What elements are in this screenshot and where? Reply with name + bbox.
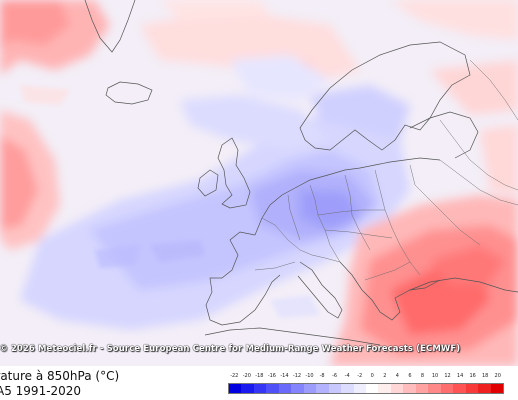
legend-swatch (316, 384, 329, 393)
legend-swatch (303, 384, 317, 393)
legend-swatch (440, 384, 454, 393)
source-credit-text: t © 2026 Meteociel.fr - Source European … (0, 344, 461, 354)
legend-tick: 14 (456, 373, 464, 379)
legend-tick: 20 (494, 373, 501, 379)
legend-tick-labels: -22 -20 -18 -16 -14 -12 -10 -8 -6 -4 -2 0 2 4 6 8 10 12 14… (228, 373, 504, 381)
legend-tick: 8 (420, 373, 425, 379)
legend-tick: 4 (395, 373, 399, 379)
legend-swatch (278, 384, 292, 393)
legend-swatch (341, 384, 354, 393)
anomaly-field (0, 0, 518, 366)
coastlines (84, 0, 518, 346)
map-subtitle: A5 1991-2020 (0, 384, 82, 398)
legend-swatch (241, 384, 254, 393)
legend-swatch (266, 384, 279, 393)
legend-swatch (253, 384, 267, 393)
legend-tick: 10 (431, 373, 439, 379)
legend-tick: -14 (280, 373, 289, 379)
legend-swatch (465, 384, 479, 393)
legend-swatch (353, 384, 366, 393)
legend-tick: 6 (408, 373, 412, 379)
legend-tick: -8 (319, 373, 325, 379)
legend-swatch (403, 384, 416, 393)
legend-tick: -16 (267, 373, 276, 379)
country-borders (254, 59, 518, 281)
legend-tick: -12 (292, 373, 302, 379)
color-legend: -22 -20 -18 -16 -14 -12 -10 -8 -6 -4 -2 0 2 4 6 8 10 12 14… (228, 366, 504, 400)
legend-tick: -20 (242, 373, 251, 379)
legend-swatch (291, 384, 304, 393)
legend-tick: -18 (255, 373, 264, 379)
legend-swatch (365, 384, 379, 393)
legend-tick: -4 (344, 373, 350, 379)
legend-swatch (415, 384, 429, 393)
legend-tick: -10 (305, 373, 314, 379)
legend-swatch (229, 384, 242, 393)
legend-tick: 18 (481, 373, 489, 379)
legend-color-bar (228, 383, 504, 394)
map-title: erature à 850hPa (°C) (0, 369, 120, 383)
legend-tick: -6 (332, 373, 338, 379)
legend-swatch (390, 384, 404, 393)
legend-tick: -22 (230, 373, 239, 379)
anomaly-detail (20, 85, 320, 318)
legend-tick: 16 (469, 373, 476, 379)
legend-swatch (428, 384, 441, 393)
legend-tick: 2 (383, 373, 387, 379)
source-credit: t © 2026 Meteociel.fr - Source European … (0, 343, 518, 357)
legend-tick: 0 (370, 373, 374, 379)
legend-swatch (478, 384, 491, 393)
legend-tick: -2 (357, 373, 363, 379)
legend-swatch (378, 384, 391, 393)
map-canvas (0, 0, 518, 366)
legend-swatch (490, 384, 503, 393)
legend-swatch (328, 384, 342, 393)
legend-tick: 12 (444, 373, 451, 379)
legend-swatch (453, 384, 466, 393)
map-footer: erature à 850hPa (°C) A5 1991-2020 -22 -2… (0, 366, 518, 400)
